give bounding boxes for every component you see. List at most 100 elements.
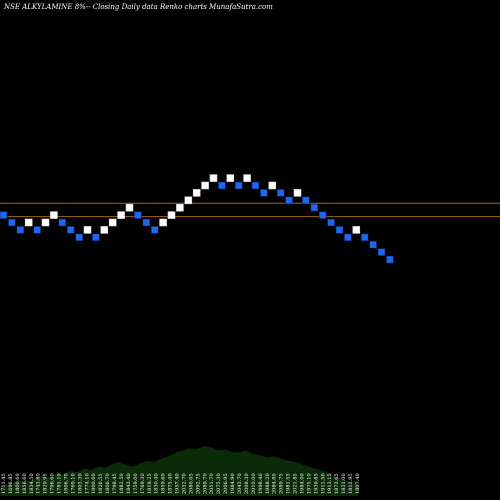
renko-brick-up: [243, 174, 251, 182]
renko-brick-down: [234, 181, 243, 190]
price-label: 2006.95: [223, 473, 229, 494]
price-label: 1796.60: [50, 473, 56, 494]
renko-brick-down: [33, 226, 41, 234]
price-label: 1882.50: [119, 473, 125, 494]
renko-brick-up: [117, 211, 125, 219]
price-label: 1913.15: [327, 473, 333, 494]
price-label: 1800.60: [15, 473, 21, 494]
renko-brick-down: [386, 255, 394, 264]
price-label: 1781.10: [57, 473, 63, 494]
renko-brick-up: [167, 211, 176, 219]
renko-brick-down: [142, 218, 151, 227]
price-label: 2075.30: [216, 473, 222, 494]
price-label: 1798.45: [112, 473, 118, 494]
volume-area: [0, 446, 358, 496]
renko-brick-down: [276, 189, 285, 197]
price-label: 1711.45: [1, 473, 7, 494]
price-label: 1981.55: [286, 473, 292, 494]
price-label: 1988.20: [265, 473, 271, 494]
renko-brick-up: [100, 226, 109, 234]
renko-brick-down: [377, 248, 386, 256]
renko-brick-down: [327, 218, 335, 227]
price-label: 2089.70: [202, 473, 208, 494]
renko-brick-down: [66, 226, 75, 234]
renko-brick-up: [192, 189, 201, 197]
renko-brick-up: [293, 189, 302, 197]
price-label: 1818.25: [147, 473, 153, 494]
renko-brick-up: [41, 218, 50, 227]
reference-lines: [0, 202, 500, 218]
price-label: 1774.10: [84, 473, 90, 494]
renko-brick-down: [58, 218, 67, 227]
price-label: 1834.50: [29, 473, 35, 494]
price-label: 1769.10: [70, 473, 76, 494]
renko-brick-up: [176, 203, 184, 212]
price-label: 1939.85: [313, 473, 319, 494]
renko-brick-up: [184, 196, 193, 205]
renko-brick-down: [285, 196, 293, 205]
renko-brick-up: [50, 211, 58, 219]
price-label: 1975.10: [306, 473, 312, 494]
price-label: 2089.75: [279, 473, 285, 494]
renko-bricks: [0, 174, 394, 264]
renko-brick-down: [310, 203, 319, 212]
renko-brick-down: [8, 218, 16, 227]
price-label: 1812.95: [348, 473, 354, 494]
renko-brick-down: [360, 233, 369, 242]
renko-brick-down: [344, 233, 352, 242]
price-label: 1856.60: [22, 473, 28, 494]
renko-brick-down: [92, 233, 100, 242]
price-label: 1696.85: [8, 473, 14, 494]
price-label: 1769.30: [140, 473, 146, 494]
volume-area-shape: [0, 446, 358, 496]
renko-brick-down: [0, 211, 8, 219]
renko-brick-up: [159, 218, 167, 227]
price-label: 1984.00: [300, 473, 306, 494]
price-label: 1826.55: [98, 473, 104, 494]
renko-brick-down: [251, 181, 260, 190]
price-label: 1831.00: [341, 473, 347, 494]
price-label: 1998.40: [258, 473, 264, 494]
price-label: 1803.30: [77, 473, 83, 494]
renko-brick-up: [83, 226, 92, 234]
price-label: 2080.05: [188, 473, 194, 494]
price-label: 2032.70: [182, 473, 188, 494]
price-label: 1806.70: [105, 473, 111, 494]
renko-brick-down: [369, 240, 377, 249]
renko-brick-up: [209, 174, 218, 182]
price-label: 1800.60: [91, 473, 97, 494]
price-label: 1859.60: [161, 473, 167, 494]
renko-brick-up: [226, 174, 235, 182]
renko-brick-down: [75, 233, 83, 242]
renko-brick-up: [125, 203, 134, 212]
price-label: 2010.00: [251, 473, 257, 494]
renko-brick-down: [16, 226, 25, 234]
price-label: 2092.75: [195, 473, 201, 494]
renko-brick-down: [260, 189, 268, 197]
renko-brick-up: [24, 218, 33, 227]
price-label: 1873.65: [334, 473, 340, 494]
renko-brick-down: [218, 181, 226, 190]
renko-brick-up: [108, 218, 117, 227]
price-label: 1829.95: [43, 473, 49, 494]
chart-title: NSE ALKYLAMINE 8%-- Closing Daily data R…: [4, 3, 273, 11]
price-label: 2043.70: [237, 473, 243, 494]
price-label: 1806.70: [64, 473, 70, 494]
price-label: 2008.30: [244, 473, 250, 494]
renko-brick-up: [201, 181, 209, 190]
price-label: 2051.70: [209, 473, 215, 494]
price-label: 1912.50: [320, 473, 326, 494]
renko-brick-up: [352, 226, 361, 234]
renko-brick-down: [134, 211, 142, 219]
price-label: 1843.40: [126, 473, 132, 494]
renko-brick-down: [318, 211, 327, 219]
price-label: 1984.90: [230, 473, 236, 494]
price-label: 1807.40: [355, 473, 361, 494]
price-label: 2021.85: [293, 473, 299, 494]
price-label: 1875.40: [168, 473, 174, 494]
renko-brick-down: [335, 226, 344, 234]
price-label: 1743.80: [36, 473, 42, 494]
price-labels: 1711.45 1696.85 1800.60 1856.60 1834.50 1743.…: [1, 473, 361, 494]
